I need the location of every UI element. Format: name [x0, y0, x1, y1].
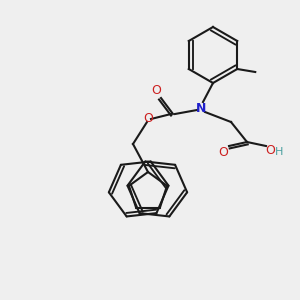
Text: H: H	[275, 147, 283, 157]
Text: O: O	[143, 112, 153, 125]
Text: O: O	[218, 146, 228, 158]
Text: N: N	[196, 101, 206, 115]
Text: O: O	[265, 143, 275, 157]
Text: O: O	[151, 85, 161, 98]
